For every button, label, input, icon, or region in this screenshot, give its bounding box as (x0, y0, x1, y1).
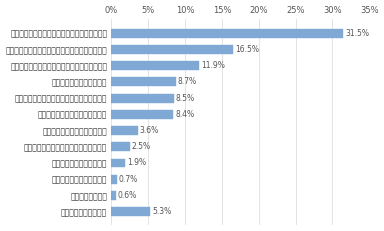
Bar (111, 45, 233, 54)
Text: 8.5%: 8.5% (176, 94, 195, 103)
Bar (111, 191, 116, 200)
Text: 3.6%: 3.6% (140, 126, 159, 135)
Text: 0.7%: 0.7% (119, 175, 138, 184)
Text: 8.7%: 8.7% (177, 77, 197, 86)
Text: 5.3%: 5.3% (152, 207, 172, 216)
Bar (111, 142, 130, 151)
Bar (111, 61, 199, 70)
Text: 31.5%: 31.5% (345, 29, 369, 38)
Bar (111, 110, 173, 119)
Text: 16.5%: 16.5% (235, 45, 259, 54)
Bar (111, 29, 343, 38)
Text: 2.5%: 2.5% (132, 142, 151, 151)
Text: 1.9%: 1.9% (127, 158, 146, 167)
Bar (111, 158, 126, 167)
Bar (111, 94, 174, 103)
Bar (111, 207, 151, 216)
Bar (111, 126, 138, 135)
Bar (111, 175, 117, 184)
Text: 11.9%: 11.9% (201, 61, 225, 70)
Bar (111, 77, 175, 86)
Text: 8.4%: 8.4% (175, 110, 194, 119)
Text: 0.6%: 0.6% (118, 191, 137, 200)
